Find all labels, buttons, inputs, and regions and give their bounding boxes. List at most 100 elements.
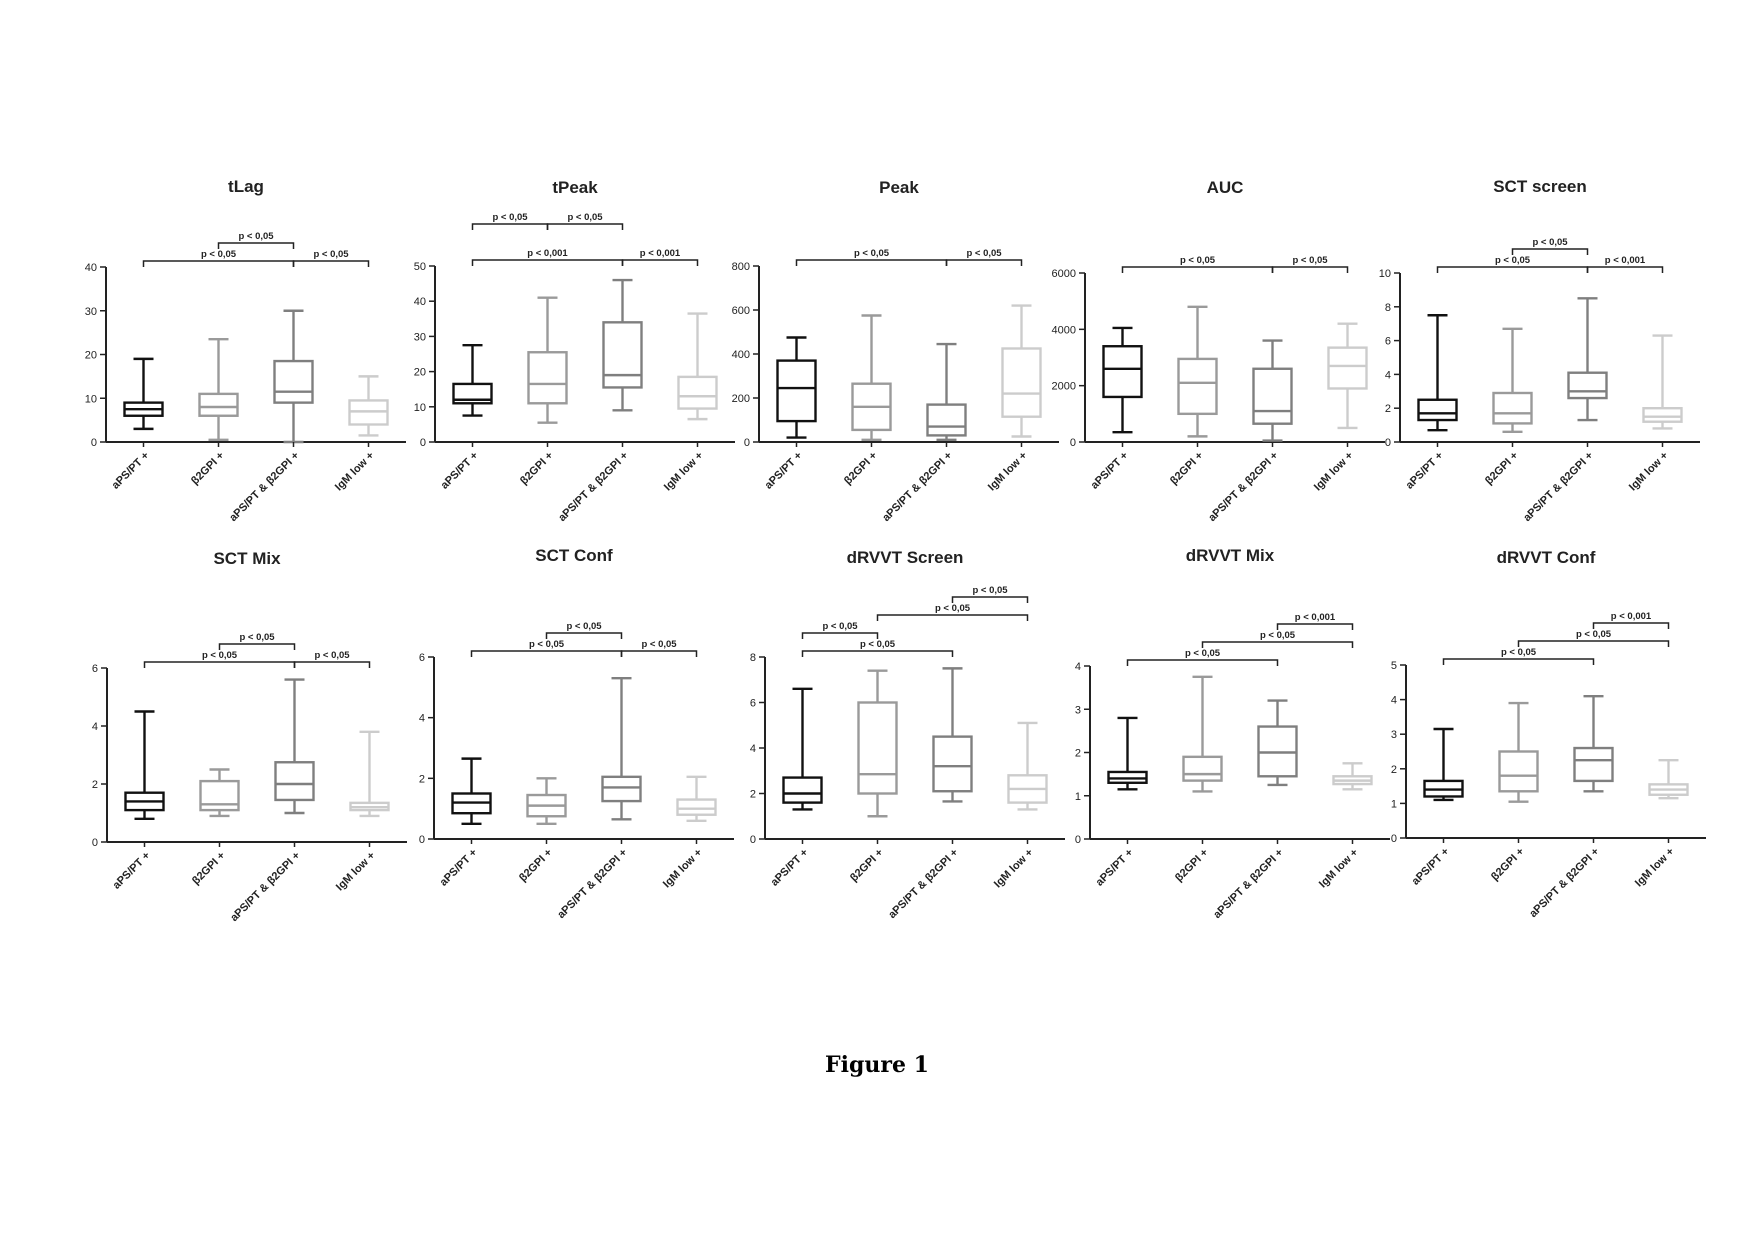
x-tick-label: IgM low + bbox=[662, 450, 706, 494]
significance-bracket: p < 0,05 bbox=[620, 639, 698, 657]
panel-title: dRVVT Mix bbox=[1186, 546, 1275, 565]
box-1 bbox=[857, 669, 898, 818]
box-iqr bbox=[602, 321, 643, 389]
significance-bracket: p < 0,05 bbox=[545, 621, 623, 639]
box-iqr bbox=[857, 701, 898, 795]
x-tick-label: aPS/PT & β2GPI + bbox=[227, 450, 301, 524]
y-tick-label: 4 bbox=[92, 721, 98, 733]
box-3 bbox=[676, 775, 717, 822]
panel-sct-screen: SCT screen 0 2 4 6 8 10 aPS/PT + β2GPI + aPS/PT &… bbox=[1379, 177, 1700, 524]
box-3 bbox=[1007, 721, 1048, 811]
p-value-label: p < 0,001 bbox=[527, 248, 568, 259]
box-iqr bbox=[1498, 750, 1539, 793]
x-tick-label: IgM low + bbox=[1317, 847, 1361, 891]
box-0 bbox=[452, 344, 493, 417]
x-tick-label: IgM low + bbox=[1627, 450, 1671, 494]
y-tick-label: 8 bbox=[1385, 302, 1391, 314]
box-0 bbox=[124, 710, 165, 820]
significance-bracket: p < 0,001 bbox=[1586, 255, 1664, 273]
box-3 bbox=[677, 312, 718, 421]
y-tick-label: 10 bbox=[1379, 268, 1391, 280]
significance-bracket: p < 0,05 bbox=[951, 585, 1029, 603]
x-tick-label: β2GPI + bbox=[1483, 450, 1521, 488]
y-tick-label: 0 bbox=[92, 837, 98, 849]
significance-bracket: p < 0,001 bbox=[621, 248, 699, 266]
significance-bracket: p < 0,05 bbox=[945, 248, 1023, 266]
significance-bracket: p < 0,001 bbox=[1276, 612, 1354, 630]
significance-bracket: p < 0,001 bbox=[471, 248, 624, 266]
x-tick-label: β2GPI + bbox=[842, 450, 880, 488]
box-1 bbox=[1177, 305, 1218, 438]
box-iqr bbox=[776, 359, 817, 423]
bracket-line bbox=[1121, 266, 1274, 273]
panel-sct-mix: SCT Mix 0 2 4 6 aPS/PT + β2GPI + aPS/PT & β2GPI… bbox=[92, 549, 407, 924]
y-tick-label: 6 bbox=[750, 698, 756, 710]
box-iqr bbox=[527, 351, 568, 405]
p-value-label: p < 0,05 bbox=[641, 639, 677, 650]
x-tick-label: aPS/PT + bbox=[439, 450, 481, 492]
x-tick-label: IgM low + bbox=[986, 450, 1030, 494]
box-1 bbox=[199, 768, 240, 818]
significance-bracket: p < 0,001 bbox=[1592, 611, 1670, 629]
significance-bracket: p < 0,05 bbox=[1126, 648, 1279, 666]
panel-tlag: tLag 0 10 20 30 40 aPS/PT + β2GPI + aPS/PT & β2G… bbox=[85, 177, 406, 524]
bracket-line bbox=[1592, 622, 1670, 629]
x-tick-label: IgM low + bbox=[1633, 846, 1677, 890]
x-tick-label: IgM low + bbox=[1312, 450, 1356, 494]
p-value-label: p < 0,05 bbox=[854, 248, 890, 259]
bracket-line bbox=[876, 614, 1029, 621]
x-tick-label: aPS/PT + bbox=[769, 847, 811, 889]
x-tick-label: aPS/PT + bbox=[111, 850, 153, 892]
box-iqr bbox=[1182, 755, 1223, 782]
box-iqr bbox=[1642, 407, 1683, 423]
significance-bracket: p < 0,05 bbox=[471, 212, 549, 230]
y-tick-label: 10 bbox=[85, 393, 97, 405]
x-tick-label: β2GPI + bbox=[1173, 847, 1211, 885]
bracket-line bbox=[218, 643, 296, 650]
panel-drvvt-screen: dRVVT Screen 0 2 4 6 8 aPS/PT + β2GPI + aPS/PT &… bbox=[750, 548, 1065, 921]
panel-drvvt-mix: dRVVT Mix 0 1 2 3 4 aPS/PT + β2GPI + aPS/PT & β2… bbox=[1075, 546, 1390, 921]
p-value-label: p < 0,05 bbox=[238, 231, 274, 242]
panel-title: SCT Conf bbox=[535, 546, 613, 565]
figure-caption: Figure 1 bbox=[825, 1052, 929, 1078]
y-tick-label: 4000 bbox=[1052, 324, 1076, 336]
p-value-label: p < 0,05 bbox=[822, 621, 858, 632]
bracket-line bbox=[1271, 266, 1349, 273]
box-1 bbox=[851, 314, 892, 441]
significance-bracket: p < 0,05 bbox=[546, 212, 624, 230]
y-tick-label: 6000 bbox=[1052, 268, 1076, 280]
box-iqr bbox=[782, 776, 823, 804]
bracket-line bbox=[546, 223, 624, 230]
x-tick-label: β2GPI + bbox=[517, 847, 555, 885]
box-iqr bbox=[601, 775, 642, 803]
bracket-line bbox=[293, 661, 371, 668]
y-tick-label: 6 bbox=[1385, 336, 1391, 348]
y-tick-label: 40 bbox=[414, 296, 426, 308]
panel-title: dRVVT Screen bbox=[847, 548, 964, 567]
panel-title: tLag bbox=[228, 177, 264, 196]
bracket-line bbox=[1442, 658, 1595, 665]
p-value-label: p < 0,05 bbox=[1576, 629, 1612, 640]
p-value-label: p < 0,05 bbox=[1185, 648, 1221, 659]
p-value-label: p < 0,001 bbox=[640, 248, 681, 259]
box-1 bbox=[526, 777, 567, 826]
y-tick-label: 0 bbox=[1391, 833, 1397, 845]
panel-tpeak: tPeak 0 10 20 30 40 50 aPS/PT + β2GPI + aPS/PT & … bbox=[414, 178, 735, 524]
significance-bracket: p < 0,05 bbox=[143, 650, 296, 668]
panel-title: dRVVT Conf bbox=[1497, 548, 1596, 567]
x-tick-label: IgM low + bbox=[992, 847, 1036, 891]
y-tick-label: 400 bbox=[732, 349, 750, 361]
box-iqr bbox=[1001, 347, 1042, 418]
box-2 bbox=[601, 677, 642, 821]
bracket-line bbox=[143, 661, 296, 668]
y-tick-label: 2 bbox=[92, 779, 98, 791]
x-tick-label: aPS/PT + bbox=[763, 450, 805, 492]
bracket-line bbox=[621, 259, 699, 266]
box-iqr bbox=[1102, 345, 1143, 399]
bracket-line bbox=[470, 650, 623, 657]
y-tick-label: 20 bbox=[414, 367, 426, 379]
box-iqr bbox=[1252, 367, 1293, 425]
x-tick-label: IgM low + bbox=[333, 450, 377, 494]
y-tick-label: 8 bbox=[750, 652, 756, 664]
bracket-line bbox=[795, 259, 948, 266]
